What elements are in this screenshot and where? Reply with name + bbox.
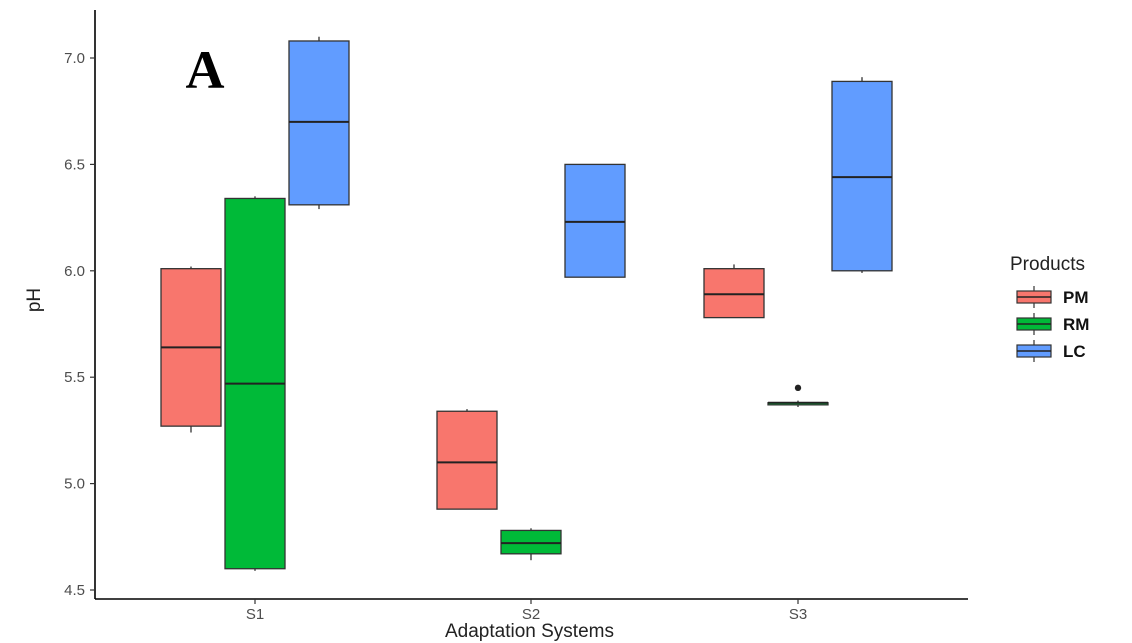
x-axis-title: Adaptation Systems <box>445 621 614 642</box>
x-tick-label: S3 <box>789 606 807 623</box>
legend-label: RM <box>1063 315 1089 334</box>
legend: Products PM RM LC <box>1010 254 1089 362</box>
box-body <box>436 410 498 510</box>
y-tick-label: 7.0 <box>64 50 85 67</box>
legend-label: PM <box>1063 288 1089 307</box>
y-ticks: 4.5 5.0 5.5 6.0 6.5 7.0 <box>64 50 95 599</box>
outlier-point <box>794 384 802 392</box>
x-ticks: S1 S2 S3 <box>246 599 807 623</box>
legend-title: Products <box>1010 254 1085 275</box>
legend-entries: PM RM LC <box>1016 286 1089 362</box>
legend-entry-rm: RM <box>1016 313 1089 335</box>
boxes-layer <box>160 36 893 571</box>
box-pm-s1 <box>160 266 222 433</box>
box-rm-s3 <box>767 384 829 407</box>
y-tick-label: 6.5 <box>64 156 85 173</box>
box-lc-s2 <box>564 163 626 278</box>
box-body <box>500 529 562 555</box>
panel-label: A <box>186 40 225 100</box>
box-rm-s2 <box>500 528 562 561</box>
box-pm-s2 <box>436 409 498 510</box>
legend-label: LC <box>1063 342 1086 361</box>
box-body <box>288 40 350 206</box>
box-rm-s1 <box>224 196 286 571</box>
box-body <box>703 268 765 319</box>
box-pm-s3 <box>703 264 765 319</box>
box-lc-s1 <box>288 36 350 210</box>
x-tick-label: S1 <box>246 606 264 623</box>
legend-entry-lc: LC <box>1016 340 1086 362</box>
box-body <box>831 80 893 272</box>
y-tick-label: 5.0 <box>64 476 85 493</box>
box-body <box>564 163 626 278</box>
box-lc-s3 <box>831 77 893 273</box>
y-tick-label: 5.5 <box>64 369 85 386</box>
y-axis-title: pH <box>24 288 45 312</box>
y-tick-label: 6.0 <box>64 263 85 280</box>
x-tick-label: S2 <box>522 606 540 623</box>
legend-entry-pm: PM <box>1016 286 1089 308</box>
y-tick-label: 4.5 <box>64 582 85 599</box>
